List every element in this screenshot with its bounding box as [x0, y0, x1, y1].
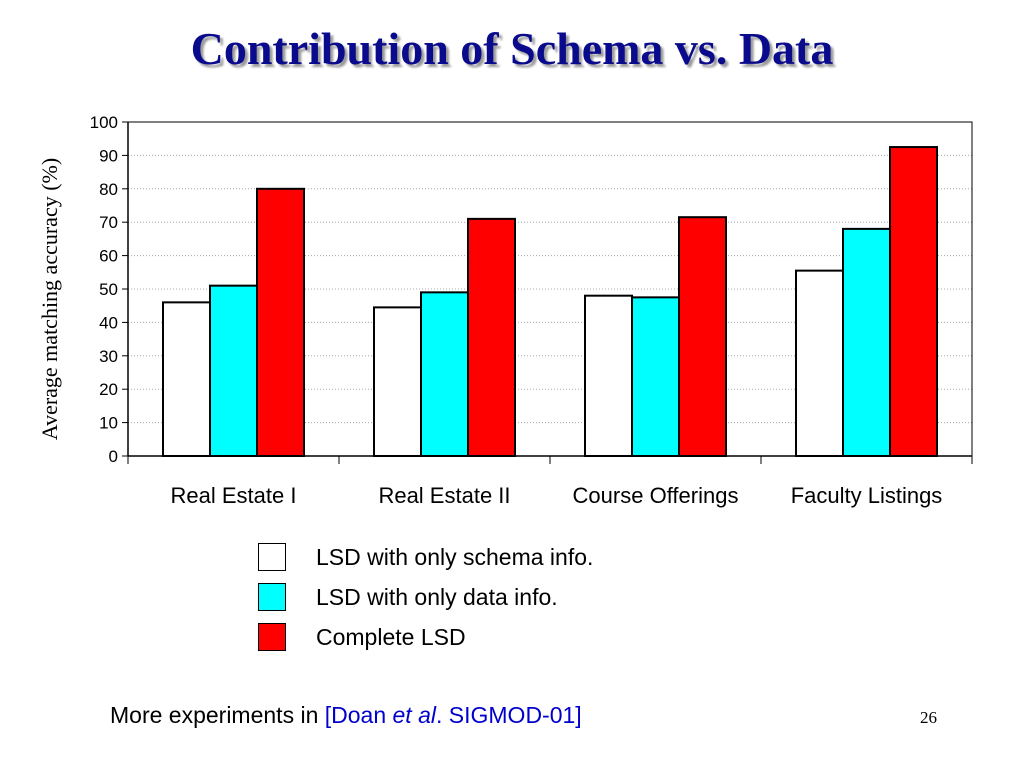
y-tick-label: 90: [99, 146, 118, 165]
y-tick-label: 50: [99, 280, 118, 299]
y-tick-label: 100: [90, 113, 118, 132]
legend-swatch-schema: [258, 543, 286, 571]
legend-swatch-complete: [258, 623, 286, 651]
legend-label-schema: LSD with only schema info.: [316, 543, 594, 570]
citation-open: [Doan: [324, 702, 393, 728]
x-tick-label: Faculty Listings: [791, 483, 943, 508]
bar: [209, 284, 258, 457]
citation-rest: . SIGMOD-01]: [436, 702, 582, 728]
slide-number: 26: [920, 708, 937, 727]
bar: [373, 306, 422, 457]
footnote-text: More experiments in: [110, 702, 325, 728]
bar: [795, 269, 844, 457]
y-tick-label: 70: [99, 213, 118, 232]
legend-swatch-data: [258, 583, 286, 611]
y-tick-label: 60: [99, 247, 118, 266]
legend-item-schema: LSD with only schema info.: [258, 537, 593, 577]
x-tick-label: Course Offerings: [573, 483, 739, 508]
bar: [631, 296, 680, 457]
citation-link[interactable]: [Doan et al. SIGMOD-01]: [325, 702, 582, 728]
legend-label-complete: Complete LSD: [316, 623, 466, 650]
y-tick-label: 30: [99, 347, 118, 366]
legend-item-complete: Complete LSD: [258, 617, 593, 657]
legend-item-data: LSD with only data info.: [258, 577, 593, 617]
y-tick-label: 10: [99, 414, 118, 433]
bar: [889, 146, 938, 458]
bar: [162, 301, 211, 457]
chart-legend: LSD with only schema info. LSD with only…: [258, 537, 593, 657]
bar: [584, 294, 633, 457]
legend-label-data: LSD with only data info.: [316, 583, 558, 610]
bar: [467, 217, 516, 457]
bar-chart: Real Estate I Real Estate II Course Offeri…: [37, 113, 973, 508]
bar: [256, 187, 305, 458]
y-tick-label: 20: [99, 380, 118, 399]
y-tick-label: 40: [99, 313, 118, 332]
bar: [420, 291, 469, 457]
x-tick-label: Real Estate I: [171, 483, 297, 508]
bar: [842, 227, 891, 457]
footnote: More experiments in [Doan et al. SIGMOD-…: [110, 702, 582, 729]
x-tick-label: Real Estate II: [378, 483, 510, 508]
y-tick-label: 0: [109, 447, 118, 466]
y-axis-label: Average matching accuracy (%): [37, 158, 62, 440]
y-tick-label: 80: [99, 180, 118, 199]
citation-italic: et al: [392, 702, 436, 728]
slide-title: Contribution of Schema vs. Data: [190, 23, 834, 74]
bar: [678, 216, 727, 457]
